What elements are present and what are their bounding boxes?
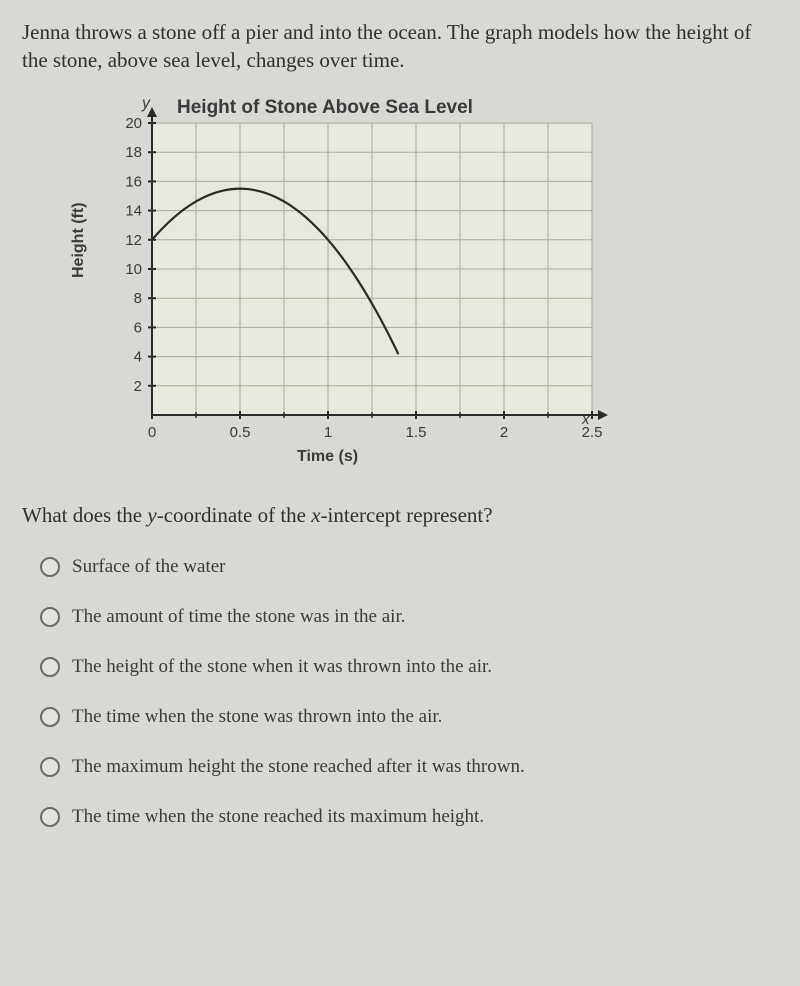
option-4[interactable]: The maximum height the stone reached aft… (40, 756, 778, 778)
svg-text:0.5: 0.5 (230, 424, 251, 441)
svg-text:2: 2 (500, 424, 508, 441)
chart-title: Height of Stone Above Sea Level (177, 97, 473, 119)
radio-icon[interactable] (40, 557, 60, 577)
options-list: Surface of the water The amount of time t… (40, 556, 778, 828)
svg-text:0: 0 (148, 424, 156, 441)
svg-text:18: 18 (125, 144, 142, 161)
radio-icon[interactable] (40, 607, 60, 627)
chart-container: y Height of Stone Above Sea Level Height… (92, 103, 612, 473)
option-1[interactable]: The amount of time the stone was in the … (40, 606, 778, 628)
option-2[interactable]: The height of the stone when it was thro… (40, 656, 778, 678)
radio-icon[interactable] (40, 807, 60, 827)
svg-text:10: 10 (125, 261, 142, 278)
chart-svg: 00.511.522.52468101214161820 (92, 103, 612, 473)
svg-text:14: 14 (125, 202, 142, 219)
svg-text:1.5: 1.5 (406, 424, 427, 441)
svg-text:1: 1 (324, 424, 332, 441)
svg-text:4: 4 (134, 348, 142, 365)
x-axis-label: Time (s) (297, 448, 358, 466)
x-axis-letter: x (582, 411, 590, 428)
svg-text:16: 16 (125, 173, 142, 190)
radio-icon[interactable] (40, 707, 60, 727)
y-axis-label: Height (ft) (70, 202, 88, 278)
svg-text:12: 12 (125, 231, 142, 248)
option-label: The maximum height the stone reached aft… (72, 756, 525, 778)
option-label: The time when the stone reached its maxi… (72, 806, 484, 828)
option-3[interactable]: The time when the stone was thrown into … (40, 706, 778, 728)
option-5[interactable]: The time when the stone reached its maxi… (40, 806, 778, 828)
question-text: Jenna throws a stone off a pier and into… (22, 18, 778, 75)
option-label: The time when the stone was thrown into … (72, 706, 442, 728)
option-label: Surface of the water (72, 556, 226, 578)
radio-icon[interactable] (40, 757, 60, 777)
svg-text:2: 2 (134, 377, 142, 394)
option-0[interactable]: Surface of the water (40, 556, 778, 578)
option-label: The amount of time the stone was in the … (72, 606, 405, 628)
svg-text:20: 20 (125, 115, 142, 132)
subquestion-text: What does the y-coordinate of the x-inte… (22, 503, 778, 528)
radio-icon[interactable] (40, 657, 60, 677)
svg-text:8: 8 (134, 290, 142, 307)
y-axis-letter: y (142, 95, 150, 113)
option-label: The height of the stone when it was thro… (72, 656, 492, 678)
svg-text:6: 6 (134, 319, 142, 336)
